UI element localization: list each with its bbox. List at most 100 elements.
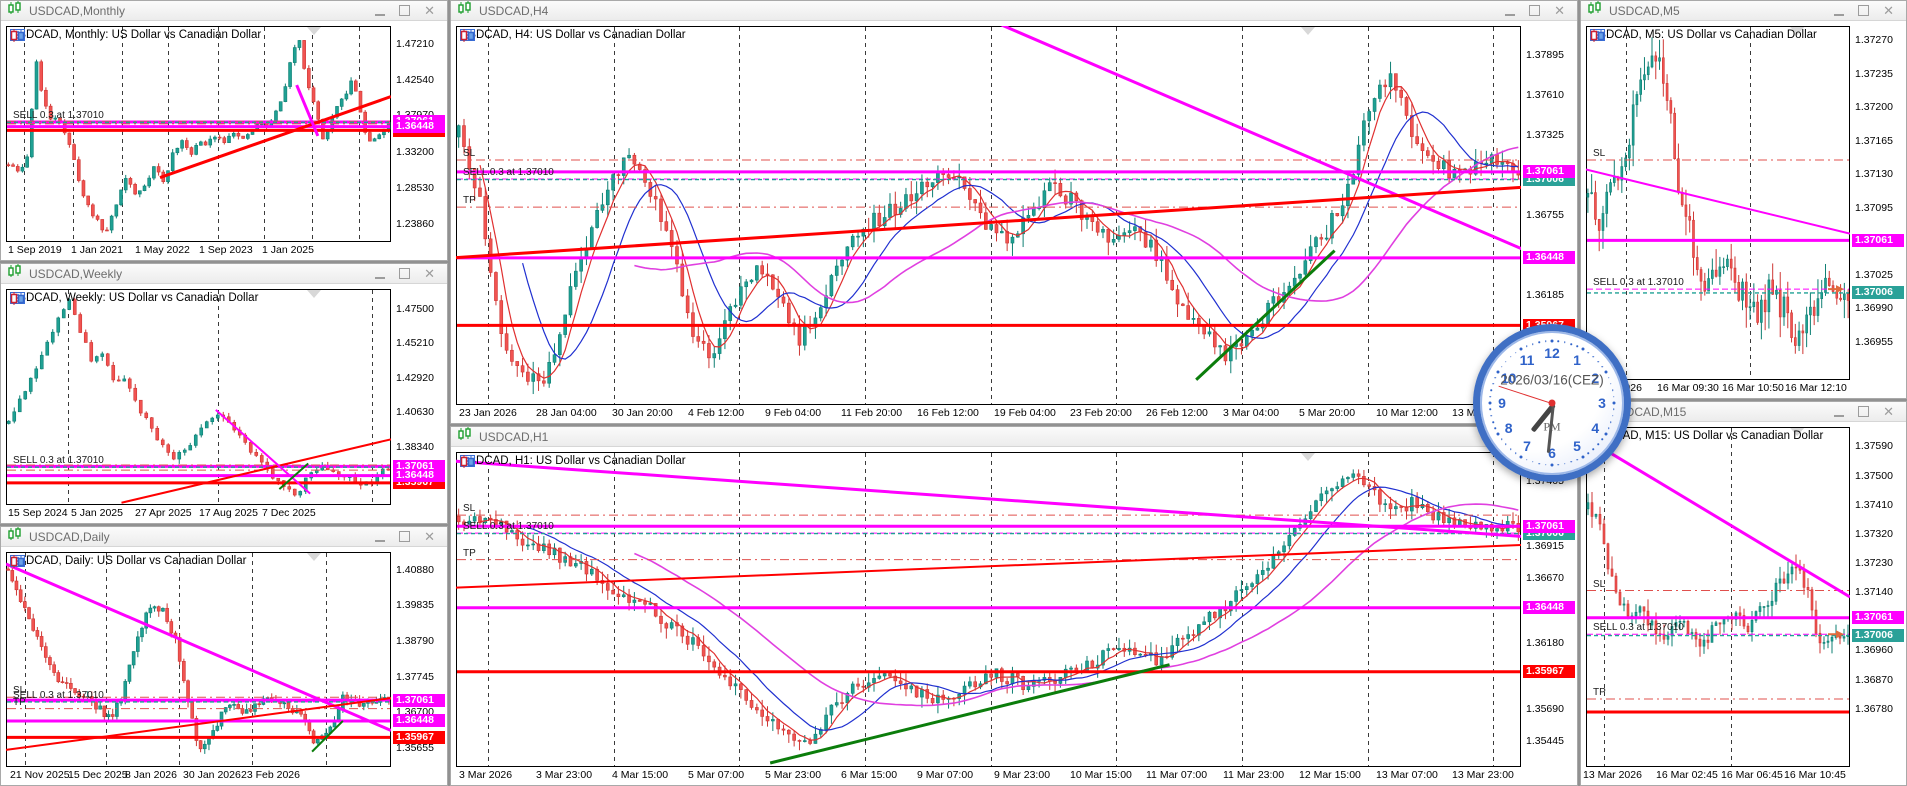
- time-axis-daily: 21 Nov 2025 15 Dec 2025 8 Jan 2026 30 Jan 2…: [6, 768, 391, 783]
- clock-tick: [1550, 463, 1554, 467]
- price-tick: 1.37130: [1855, 168, 1893, 181]
- close-button[interactable]: ✕: [1883, 403, 1894, 419]
- price-tick: 1.37200: [1855, 101, 1893, 114]
- close-button[interactable]: ✕: [1554, 2, 1565, 18]
- time-tick: 10 Mar 15:00: [1070, 769, 1132, 781]
- price-label-resistance: 1.37061: [1523, 519, 1575, 533]
- chart-plot-weekly[interactable]: USDCAD, Weekly: US Dollar vs Canadian Do…: [6, 289, 391, 505]
- clock-tick: [1607, 427, 1610, 429]
- price-tick: 1.36960: [1855, 644, 1893, 657]
- price-tick: 1.36780: [1855, 702, 1893, 715]
- price-tick: 1.37895: [1526, 48, 1564, 61]
- chart-plot-h1[interactable]: USDCAD, H1: US Dollar vs Canadian Dollar…: [456, 452, 1521, 767]
- clock-number: 10: [1500, 370, 1517, 386]
- maximize-button[interactable]: [399, 268, 411, 279]
- window-buttons: ✕: [1505, 2, 1565, 18]
- second-hand: [1498, 385, 1552, 405]
- price-tick: 1.37095: [1855, 201, 1893, 214]
- maximize-button[interactable]: [1858, 5, 1870, 16]
- close-button[interactable]: ✕: [424, 2, 435, 18]
- maximize-button[interactable]: [1858, 406, 1870, 417]
- window-titlebar[interactable]: USDCAD,Monthly ✕: [1, 1, 447, 21]
- chart-plot-daily[interactable]: USDCAD, Daily: US Dollar vs Canadian Dol…: [6, 552, 391, 767]
- time-tick: 5 Mar 20:00: [1299, 407, 1356, 419]
- clock-tick: [1488, 401, 1492, 405]
- minimize-button[interactable]: [1834, 6, 1845, 16]
- minimize-button[interactable]: [1834, 407, 1845, 417]
- price-tick: 1.45210: [396, 337, 434, 350]
- clock-tick: [1492, 421, 1494, 423]
- time-tick: 9 Mar 23:00: [994, 769, 1051, 781]
- clock-tick: [1587, 452, 1590, 454]
- clock-tick: [1509, 448, 1512, 450]
- time-tick: 23 Feb 2026: [241, 769, 300, 781]
- window-titlebar[interactable]: USDCAD,M5 ✕: [1581, 1, 1906, 21]
- time-axis-h1: 3 Mar 2026 3 Mar 23:00 4 Mar 15:00 5 Mar 07…: [456, 768, 1521, 783]
- window-title: USDCAD,M5: [1609, 3, 1680, 18]
- chart-plot-m5[interactable]: USDCAD, M5: US Dollar vs Canadian Dollar…: [1586, 26, 1850, 380]
- clock-tick: [1501, 438, 1503, 441]
- time-tick: 30 Jan 2026: [183, 769, 241, 781]
- close-button[interactable]: ✕: [1883, 2, 1894, 18]
- maximize-button[interactable]: [1529, 5, 1541, 16]
- window-titlebar[interactable]: USDCAD,H1: [451, 427, 1577, 447]
- clock-date: 2026/03/16(CEZ): [1500, 372, 1604, 388]
- price-tick: 1.40630: [396, 406, 434, 419]
- time-tick: 12 Mar 15:00: [1299, 769, 1361, 781]
- time-tick: 13 Mar 2026: [1583, 769, 1642, 781]
- clock-tick: [1604, 370, 1608, 374]
- chart-window-daily: USDCAD,Daily ✕ USDCAD, Daily: US Dollar vs…: [0, 526, 448, 786]
- window-titlebar[interactable]: USDCAD,H4 ✕: [451, 1, 1577, 21]
- window-titlebar[interactable]: USDCAD,Weekly ✕: [1, 264, 447, 284]
- time-tick: 13 Mar 07:00: [1376, 769, 1438, 781]
- maximize-button[interactable]: [399, 5, 411, 16]
- time-tick: 21 Nov 2025: [10, 769, 70, 781]
- clock-number: 4: [1591, 420, 1600, 436]
- clock-tick: [1610, 383, 1612, 385]
- clock-tick: [1592, 448, 1595, 450]
- minimize-button[interactable]: [375, 6, 386, 16]
- clock-tick: [1597, 443, 1599, 446]
- clock-tick: [1581, 455, 1585, 459]
- clock-tick: [1612, 401, 1616, 405]
- window-titlebar[interactable]: USDCAD,Daily ✕: [1, 527, 447, 547]
- price-label-support: 1.35967: [1523, 665, 1575, 679]
- clock-number: 7: [1523, 438, 1531, 455]
- time-tick: 23 Jan 2026: [459, 407, 517, 419]
- clock-tick: [1514, 352, 1517, 354]
- price-label-resistance: 1.36448: [393, 714, 445, 728]
- price-tick: 1.35445: [1526, 735, 1564, 748]
- time-tick: 16 Mar 09:30: [1657, 382, 1719, 394]
- time-tick: 26 Feb 12:00: [1146, 407, 1208, 419]
- close-button[interactable]: ✕: [424, 528, 435, 544]
- clock-tick: [1538, 462, 1540, 465]
- time-tick: 1 Jan 2021: [71, 244, 123, 256]
- clock-number: 1: [1573, 351, 1581, 368]
- maximize-button[interactable]: [399, 531, 411, 542]
- chart-plot-h4[interactable]: USDCAD, H4: US Dollar vs Canadian Dollar…: [456, 26, 1521, 405]
- minimize-button[interactable]: [375, 269, 386, 279]
- price-tick: 1.28530: [396, 181, 434, 194]
- chart-plot-monthly[interactable]: USDCAD, Monthly: US Dollar vs Canadian D…: [6, 26, 391, 242]
- clock-center: [1548, 399, 1556, 407]
- time-tick: 23 Feb 20:00: [1070, 407, 1132, 419]
- time-tick: 1 Sep 2019: [8, 244, 62, 256]
- time-tick: 1 May 2022: [135, 244, 190, 256]
- minimize-button[interactable]: [375, 532, 386, 542]
- time-tick: 9 Mar 07:00: [917, 769, 974, 781]
- close-button[interactable]: ✕: [424, 265, 435, 281]
- price-axis-m5: 1.37270 1.37235 1.37200 1.37165 1.37130 1.370…: [1852, 26, 1906, 380]
- clock-tick: [1611, 389, 1614, 391]
- chart-window-m15: USDCAD,M15 ✕ USDCAD, M15: US Dollar vs Can…: [1580, 401, 1907, 786]
- price-label-resistance: 1.36448: [393, 469, 445, 483]
- clock-tick: [1610, 421, 1612, 423]
- clock-number: 8: [1504, 420, 1513, 436]
- time-tick: 27 Apr 2025: [135, 507, 192, 519]
- chart-plot-m15[interactable]: USDCAD, M15: US Dollar vs Canadian Dolla…: [1586, 427, 1850, 767]
- price-tick: 1.37165: [1855, 134, 1893, 147]
- clock-tick: [1601, 438, 1603, 441]
- clock-tick: [1587, 352, 1590, 354]
- clock-tick: [1612, 408, 1615, 411]
- minimize-button[interactable]: [1505, 6, 1516, 16]
